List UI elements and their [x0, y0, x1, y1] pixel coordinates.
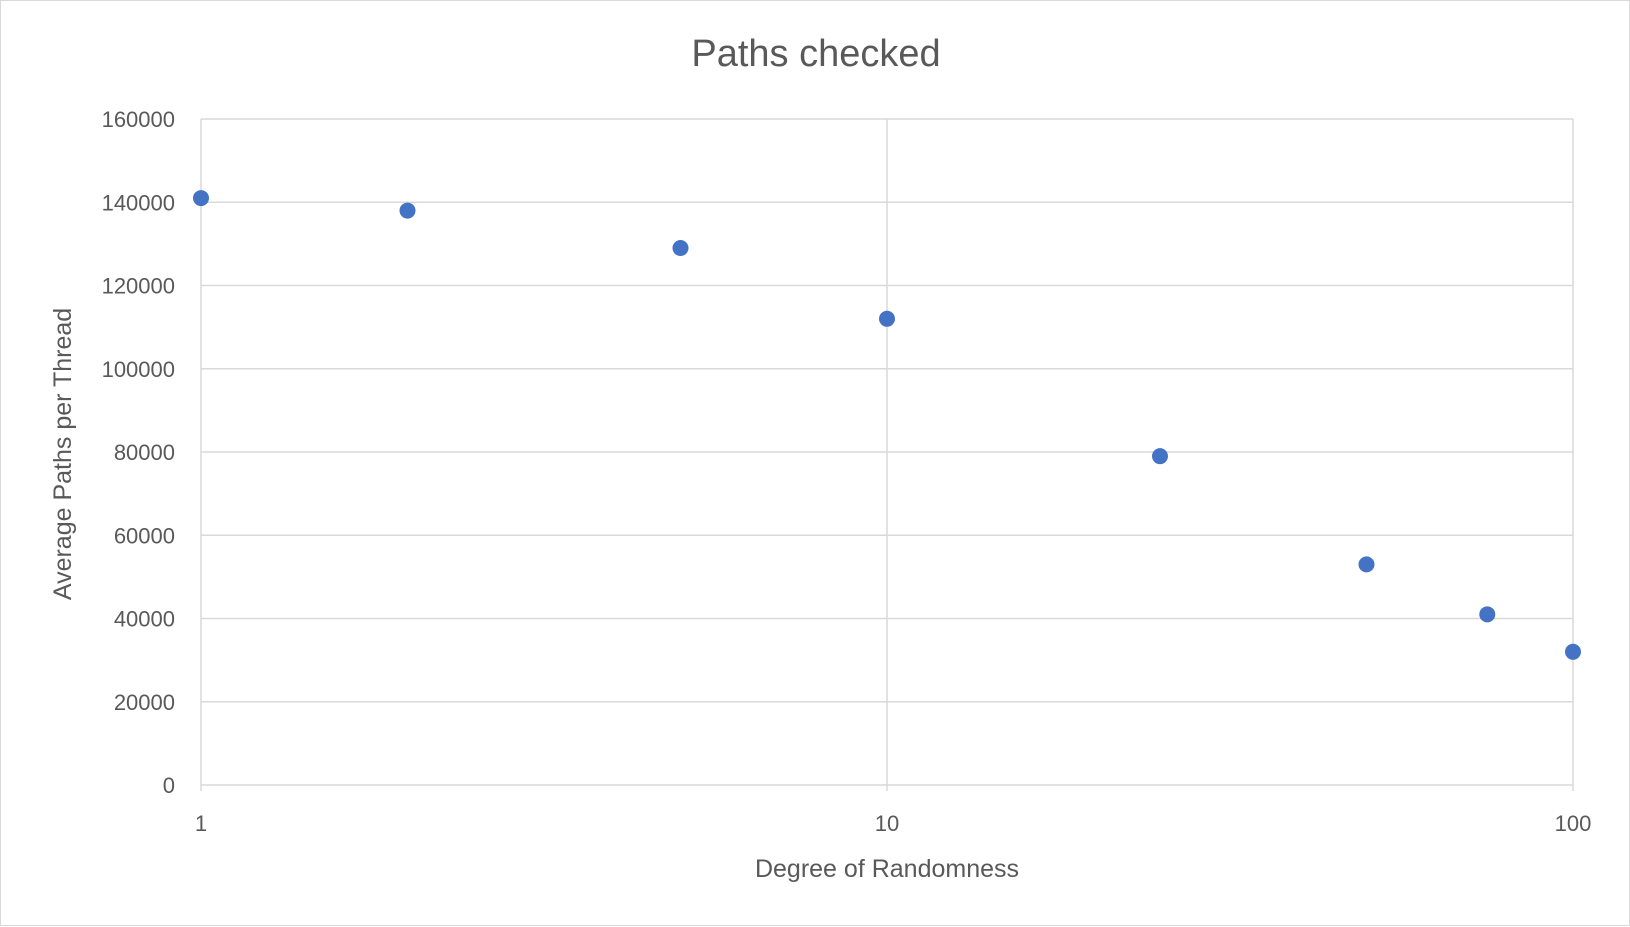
- x-axis-title: Degree of Randomness: [755, 855, 1019, 883]
- gridlines: [200, 118, 1574, 786]
- data-point: [399, 202, 416, 219]
- chart-title: Paths checked: [691, 33, 940, 75]
- x-tick-label: 1: [195, 811, 207, 836]
- y-tick-label: 120000: [102, 274, 175, 299]
- data-point: [1151, 448, 1168, 465]
- axes: 0 20000 40000 60000 80000 100000 120000 140000 1…: [102, 107, 1592, 836]
- y-tick-label: 60000: [114, 523, 175, 548]
- y-tick-label: 20000: [114, 690, 175, 715]
- data-point: [879, 310, 895, 327]
- y-tick-label: 0: [163, 773, 175, 798]
- y-tick-label: 40000: [114, 607, 175, 632]
- data-point: [672, 240, 689, 257]
- y-tick-label: 140000: [102, 190, 175, 215]
- data-point: [1479, 606, 1496, 623]
- x-tick-label: 100: [1555, 811, 1592, 836]
- y-axis-title: Average Paths per Thread: [49, 308, 77, 600]
- data-point: [193, 190, 209, 207]
- y-tick-label: 80000: [114, 440, 175, 465]
- x-tick-label: 10: [875, 811, 899, 836]
- data-point: [1565, 643, 1581, 660]
- data-points: [193, 190, 1581, 660]
- data-point: [1358, 556, 1375, 573]
- y-tick-label: 160000: [102, 107, 175, 132]
- y-tick-label: 100000: [102, 357, 175, 382]
